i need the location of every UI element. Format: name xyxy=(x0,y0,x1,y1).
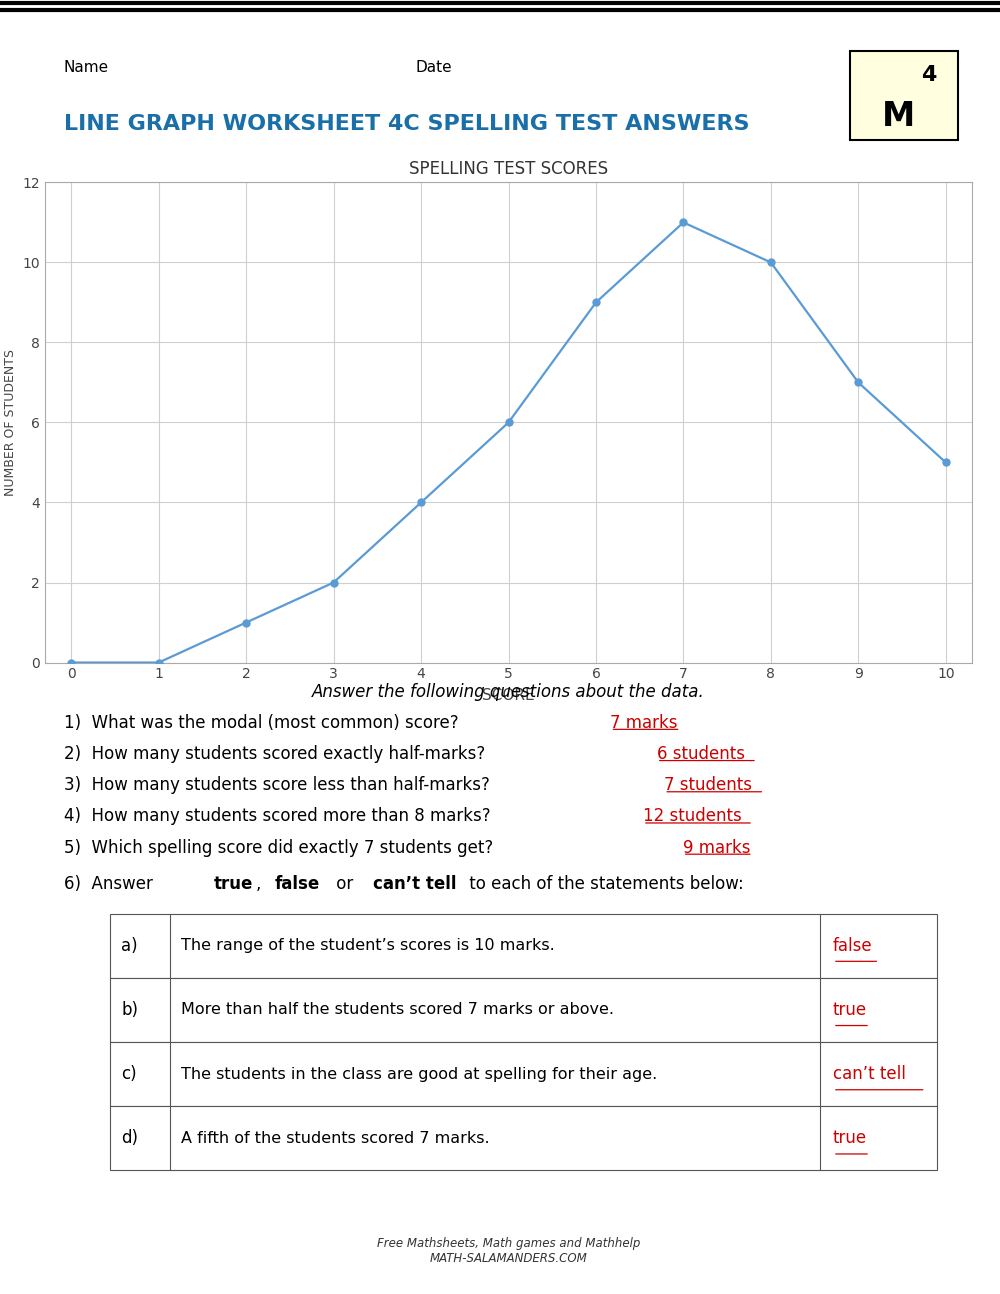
Text: Name: Name xyxy=(64,61,109,75)
Text: 6)  Answer: 6) Answer xyxy=(64,875,158,893)
Text: can’t tell: can’t tell xyxy=(373,875,457,893)
Text: Answer the following questions about the data.: Answer the following questions about the… xyxy=(312,682,705,700)
Text: d): d) xyxy=(121,1130,138,1148)
Text: The range of the student’s scores is 10 marks.: The range of the student’s scores is 10 … xyxy=(181,938,555,954)
Text: 9 marks: 9 marks xyxy=(683,839,750,857)
Text: Free Mathsheets, Math games and Mathhelp
MATH-SALAMANDERS.COM: Free Mathsheets, Math games and Mathhelp… xyxy=(377,1237,640,1264)
Y-axis label: NUMBER OF STUDENTS: NUMBER OF STUDENTS xyxy=(4,349,17,496)
Bar xyxy=(110,914,937,978)
Text: or: or xyxy=(331,875,358,893)
Text: false: false xyxy=(275,875,320,893)
Text: a): a) xyxy=(121,937,138,955)
Text: 4: 4 xyxy=(921,65,936,85)
Title: SPELLING TEST SCORES: SPELLING TEST SCORES xyxy=(409,160,608,179)
Text: 1)  What was the modal (most common) score?: 1) What was the modal (most common) scor… xyxy=(64,714,458,731)
Text: c): c) xyxy=(121,1065,137,1083)
Text: can’t tell: can’t tell xyxy=(833,1065,906,1083)
Text: 5)  Which spelling score did exactly 7 students get?: 5) Which spelling score did exactly 7 st… xyxy=(64,839,493,857)
Text: The students in the class are good at spelling for their age.: The students in the class are good at sp… xyxy=(181,1066,658,1082)
Text: true: true xyxy=(833,1002,867,1018)
Text: true: true xyxy=(214,875,253,893)
Text: More than half the students scored 7 marks or above.: More than half the students scored 7 mar… xyxy=(181,1003,614,1017)
Text: ,: , xyxy=(256,875,267,893)
Text: A fifth of the students scored 7 marks.: A fifth of the students scored 7 marks. xyxy=(181,1131,490,1146)
Text: 7 students: 7 students xyxy=(664,776,752,795)
Text: 2)  How many students scored exactly half-marks?: 2) How many students scored exactly half… xyxy=(64,745,485,763)
Text: to each of the statements below:: to each of the statements below: xyxy=(464,875,744,893)
Text: false: false xyxy=(833,937,873,955)
Text: M: M xyxy=(882,100,915,133)
Text: b): b) xyxy=(121,1002,138,1018)
X-axis label: SCORE: SCORE xyxy=(482,688,535,704)
Bar xyxy=(110,1106,937,1171)
Text: 12 students: 12 students xyxy=(643,807,742,826)
Text: 3)  How many students score less than half-marks?: 3) How many students score less than hal… xyxy=(64,776,489,795)
Text: 6 students: 6 students xyxy=(657,745,745,763)
Text: 7 marks: 7 marks xyxy=(610,714,678,731)
Bar xyxy=(110,978,937,1042)
Text: LINE GRAPH WORKSHEET 4C SPELLING TEST ANSWERS: LINE GRAPH WORKSHEET 4C SPELLING TEST AN… xyxy=(64,114,749,135)
Text: Date: Date xyxy=(416,61,452,75)
Text: 4)  How many students scored more than 8 marks?: 4) How many students scored more than 8 … xyxy=(64,807,490,826)
Text: true: true xyxy=(833,1130,867,1148)
Bar xyxy=(110,1042,937,1106)
